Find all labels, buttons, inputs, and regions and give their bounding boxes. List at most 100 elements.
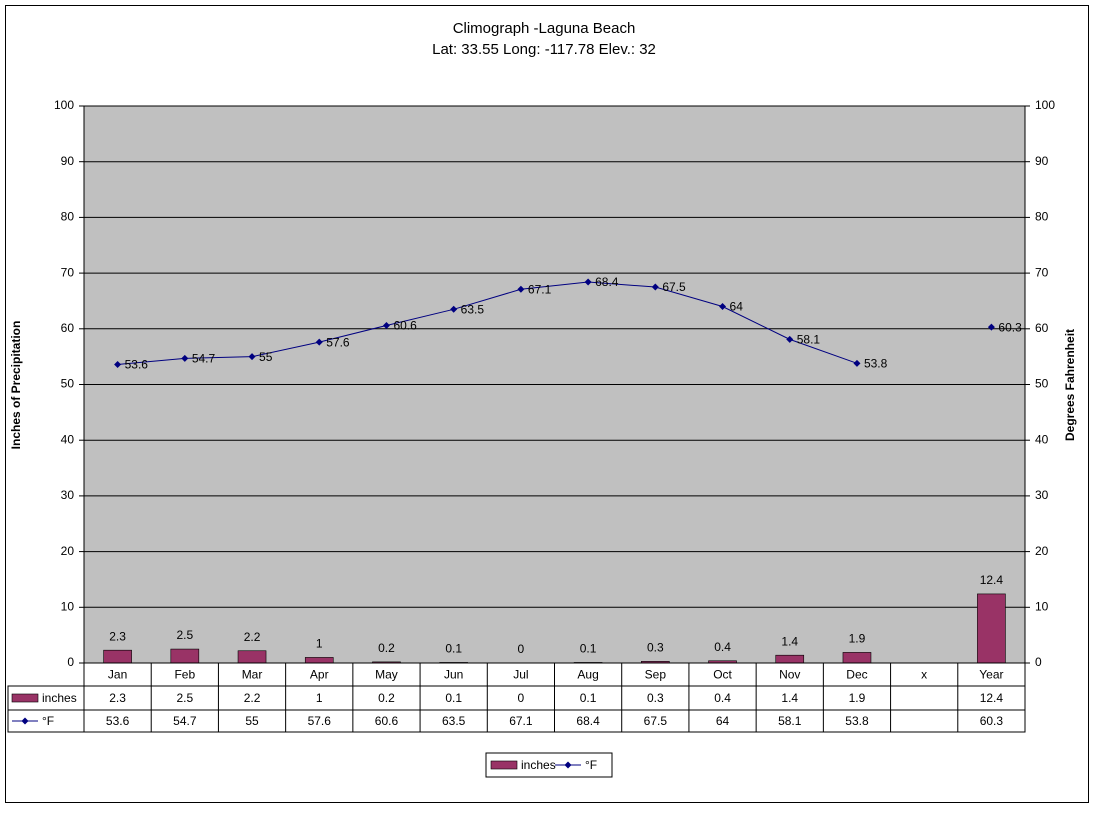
x-tick-label: Year (979, 668, 1003, 682)
x-tick-label: Apr (310, 668, 329, 682)
y-tick-label: 40 (61, 432, 75, 446)
data-table-cell: 2.5 (176, 691, 193, 705)
data-table-key-marker (21, 717, 29, 725)
line-marker (651, 283, 659, 291)
data-label: 60.6 (393, 319, 417, 333)
data-table-key-swatch (11, 693, 39, 703)
bar (237, 650, 267, 664)
data-label: 63.5 (461, 302, 485, 316)
y-tick-label: 30 (61, 488, 75, 502)
y2-tick-label: 50 (1035, 377, 1049, 391)
legend-marker (564, 761, 572, 769)
line-marker (248, 353, 256, 361)
y-tick-label: 90 (61, 154, 75, 168)
data-label: 53.6 (125, 358, 149, 372)
y2-axis-title: Degrees Fahrenheit (1063, 329, 1077, 441)
data-table-cell: 53.6 (106, 714, 130, 728)
bar (103, 649, 132, 664)
data-label: 64 (730, 300, 744, 314)
data-table-key-label: inches (42, 691, 77, 705)
y2-tick-label: 70 (1035, 265, 1049, 279)
x-tick-label: Feb (174, 668, 195, 682)
y2-tick-label: 60 (1035, 321, 1049, 335)
y2-tick-label: 30 (1035, 488, 1049, 502)
data-label: 0.4 (714, 640, 731, 654)
y-tick-label: 60 (61, 321, 75, 335)
legend-label: inches (521, 758, 556, 772)
data-table-cell: 12.4 (980, 691, 1004, 705)
data-label: 53.8 (864, 357, 888, 371)
data-table-key-label: °F (42, 714, 54, 728)
y2-tick-label: 40 (1035, 432, 1049, 446)
data-label: 55 (259, 350, 273, 364)
data-table-cell: 68.4 (576, 714, 600, 728)
y2-tick-label: 100 (1035, 98, 1055, 112)
data-label: 58.1 (797, 333, 821, 347)
data-table-cell: 54.7 (173, 714, 197, 728)
x-tick-label: Sep (645, 668, 667, 682)
data-label: 0.1 (580, 642, 597, 656)
data-label: 2.5 (176, 628, 193, 642)
line-marker (114, 360, 122, 368)
legend-label: °F (585, 758, 597, 772)
bar (775, 654, 805, 664)
y2-tick-label: 10 (1035, 599, 1049, 613)
data-label: 67.5 (662, 280, 686, 294)
data-table-cell: 0.2 (378, 691, 395, 705)
data-table-cell: 55 (245, 714, 259, 728)
bar (842, 652, 872, 664)
data-table-cell: 57.6 (308, 714, 332, 728)
y-axis-title: Inches of Precipitation (9, 321, 23, 450)
line-marker (450, 305, 458, 313)
data-table-cell: 1.4 (781, 691, 798, 705)
data-table-cell: 60.3 (980, 714, 1004, 728)
data-label: 2.2 (244, 630, 261, 644)
x-tick-label: Dec (846, 668, 867, 682)
line-marker (517, 285, 525, 293)
data-label: 1 (316, 637, 323, 651)
data-label: 68.4 (595, 275, 619, 289)
data-table-cell: 58.1 (778, 714, 802, 728)
line-marker (315, 338, 323, 346)
x-tick-label: Nov (779, 668, 800, 682)
data-table-cell: 67.5 (644, 714, 668, 728)
x-tick-label: x (921, 668, 927, 682)
y-tick-label: 70 (61, 265, 75, 279)
data-label: 12.4 (980, 573, 1004, 587)
line-marker (853, 359, 861, 367)
bar (170, 648, 200, 664)
line-marker (786, 335, 794, 343)
y2-tick-label: 20 (1035, 544, 1049, 558)
data-table-cell: 53.8 (845, 714, 869, 728)
y2-tick-label: 0 (1035, 655, 1042, 669)
data-table-cell: 2.2 (244, 691, 261, 705)
data-label: 67.1 (528, 282, 552, 296)
y-tick-label: 20 (61, 544, 75, 558)
data-table-cell: 0.1 (445, 691, 462, 705)
legend-swatch (490, 760, 518, 770)
line-marker (382, 321, 390, 329)
x-tick-label: Mar (242, 668, 263, 682)
data-table-cell: 64 (716, 714, 730, 728)
data-table-cell: 0.3 (647, 691, 664, 705)
data-table-cell: 60.6 (375, 714, 399, 728)
y-tick-label: 80 (61, 210, 75, 224)
x-tick-label: Aug (577, 668, 598, 682)
y-tick-label: 0 (67, 655, 74, 669)
data-table-cell: 63.5 (442, 714, 466, 728)
data-table-cell: 1.9 (849, 691, 866, 705)
data-label: 54.7 (192, 351, 216, 365)
data-label: 0 (518, 642, 525, 656)
data-label: 60.3 (998, 320, 1022, 334)
data-table-cell: 0.4 (714, 691, 731, 705)
data-label: 0.1 (445, 642, 462, 656)
x-tick-label: May (375, 668, 398, 682)
chart-title: Climograph -Laguna Beach (453, 20, 636, 37)
bar (304, 657, 334, 664)
y2-tick-label: 80 (1035, 210, 1049, 224)
y-tick-label: 100 (54, 98, 74, 112)
data-label: 57.6 (326, 335, 350, 349)
line-marker (584, 278, 592, 286)
x-tick-label: Oct (713, 668, 732, 682)
